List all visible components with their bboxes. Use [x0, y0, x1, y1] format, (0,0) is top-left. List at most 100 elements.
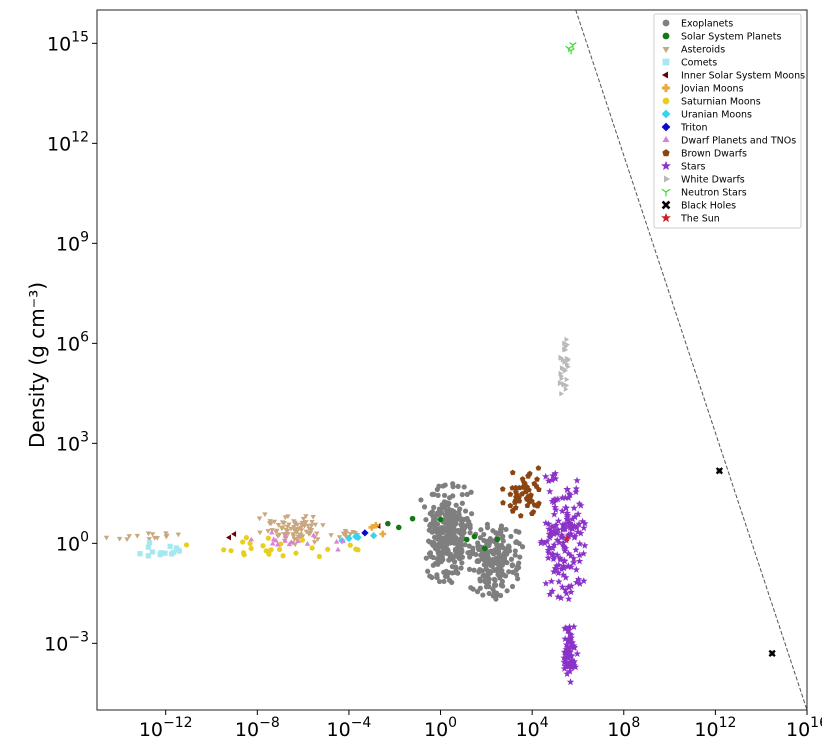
stars-point	[570, 657, 578, 665]
legend-marker-saturnian-moons	[662, 97, 670, 105]
asteroids-point	[154, 536, 160, 541]
comets-point	[147, 540, 153, 546]
brown-dwarfs-point	[524, 484, 530, 490]
brown-dwarfs-point	[534, 503, 541, 509]
solar-system-planets-point	[471, 533, 478, 540]
stars-point	[555, 561, 563, 569]
white-dwarfs-point	[559, 375, 565, 382]
exoplanets-point	[459, 532, 465, 538]
brown-dwarfs-point	[528, 492, 534, 498]
exoplanets-point	[498, 582, 505, 588]
saturnian-moons-point	[347, 542, 353, 548]
legend-marker-brown-dwarfs	[662, 149, 670, 157]
exoplanets-point	[434, 510, 441, 516]
series-the-sun	[562, 534, 571, 542]
exoplanets-point	[427, 522, 433, 529]
series-jovian-moons	[368, 521, 387, 538]
comets-point	[145, 553, 151, 559]
stars-point	[551, 564, 559, 572]
white-dwarfs-point	[562, 340, 567, 346]
uranian-moons-point	[354, 533, 362, 542]
legend-label-triton: Triton	[680, 123, 708, 134]
exoplanets-point	[467, 530, 473, 536]
stars-point	[560, 542, 568, 549]
exoplanets-point	[475, 546, 482, 553]
brown-dwarfs-point	[534, 476, 540, 482]
stars-point	[575, 557, 584, 565]
exoplanets-point	[459, 491, 465, 498]
stars-point	[550, 567, 558, 575]
legend-label-jovian-moons: Jovian Moons	[680, 84, 744, 95]
asteroids-point	[257, 530, 263, 536]
exoplanets-point	[446, 495, 453, 501]
stars-point	[566, 648, 574, 656]
legend-label-solar-system-planets: Solar System Planets	[681, 32, 781, 43]
exoplanets-point	[495, 572, 501, 578]
stars-point	[553, 536, 561, 544]
exoplanets-point	[497, 544, 503, 550]
series-comets	[137, 540, 182, 559]
asteroids-point	[288, 526, 294, 532]
stars-point	[562, 640, 571, 648]
asteroids-point	[164, 533, 170, 539]
legend-marker-the-sun	[661, 212, 671, 223]
asteroids-point	[126, 534, 132, 539]
exoplanets-point	[461, 525, 468, 531]
exoplanets-point	[462, 542, 468, 548]
brown-dwarfs-point	[509, 469, 516, 475]
saturnian-moons-point	[316, 553, 323, 560]
series-dwarf-planets-and-tnos	[248, 529, 346, 552]
legend-label-the-sun: The Sun	[680, 214, 720, 225]
solar-system-planets-point	[437, 516, 444, 523]
stars-point	[580, 524, 588, 532]
stars-point	[549, 544, 557, 552]
y-tick-label: 103	[56, 429, 89, 455]
stars-point	[556, 555, 564, 563]
brown-dwarfs-point	[516, 498, 523, 504]
asteroids-point	[308, 523, 315, 529]
stars-point	[544, 554, 552, 562]
asteroids-point	[300, 516, 307, 522]
jovian-moons-point	[372, 521, 380, 529]
asteroids-point	[284, 529, 291, 534]
dwarf-planets-and-tnos-point	[333, 538, 340, 544]
stars-point	[581, 541, 589, 549]
exoplanets-point	[485, 560, 491, 567]
asteroids-point	[149, 532, 156, 537]
solar-system-planets-point	[395, 524, 402, 531]
comets-point	[158, 550, 164, 556]
saturnian-moons-point	[265, 535, 271, 541]
exoplanets-point	[453, 502, 459, 508]
stars-point	[574, 575, 583, 583]
white-dwarfs-point	[563, 367, 569, 374]
dwarf-planets-and-tnos-point	[286, 541, 293, 547]
asteroids-point	[124, 537, 130, 542]
saturnian-moons-point	[183, 542, 190, 548]
exoplanets-point	[430, 539, 437, 545]
stars-point	[563, 515, 571, 523]
asteroids-point	[310, 515, 316, 520]
exoplanets-point	[506, 569, 512, 575]
saturnian-moons-point	[276, 546, 283, 552]
exoplanets-point	[448, 534, 455, 541]
dwarf-planets-and-tnos-point	[270, 540, 276, 546]
stars-point	[548, 587, 556, 595]
asteroids-point	[298, 528, 305, 533]
brown-dwarfs-point	[526, 498, 533, 505]
brown-dwarfs-point	[510, 507, 516, 513]
saturnian-moons-point	[309, 545, 315, 551]
stars-point	[577, 529, 585, 537]
stars-point	[554, 593, 562, 600]
exoplanets-point	[418, 497, 424, 503]
asteroids-point	[256, 516, 263, 522]
exoplanets-point	[519, 544, 526, 550]
x-tick-label: 1016	[786, 715, 822, 737]
stars-point	[564, 627, 572, 635]
legend-marker-neutron-stars	[661, 188, 671, 197]
exoplanets-point	[503, 526, 509, 533]
saturnian-moons-point	[248, 545, 254, 552]
brown-dwarfs-point	[516, 484, 522, 491]
exoplanets-point	[456, 547, 463, 553]
stars-point	[550, 553, 558, 561]
exoplanets-point	[443, 569, 449, 575]
